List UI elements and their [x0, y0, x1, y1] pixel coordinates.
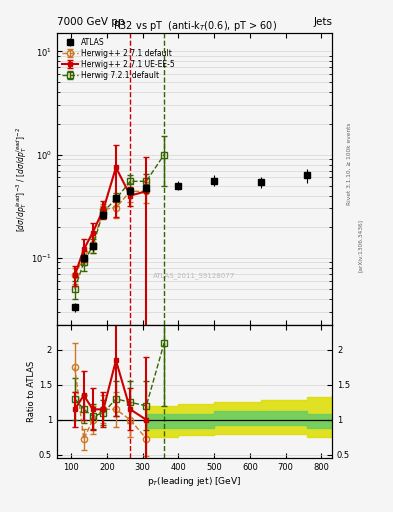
Y-axis label: Ratio to ATLAS: Ratio to ATLAS	[27, 361, 36, 422]
Title: R32 vs pT  (anti-k$_{T}$(0.6), pT > 60): R32 vs pT (anti-k$_{T}$(0.6), pT > 60)	[112, 19, 277, 33]
X-axis label: p$_{T}$(leading jet) [GeV]: p$_{T}$(leading jet) [GeV]	[147, 475, 242, 488]
Text: 7000 GeV pp: 7000 GeV pp	[57, 16, 125, 27]
Y-axis label: $[d\sigma/dp_{T}^{lead}]^{-3}$ / $[d\sigma/dp_{T}^{lead}]^{-2}$: $[d\sigma/dp_{T}^{lead}]^{-3}$ / $[d\sig…	[14, 127, 29, 232]
Text: Jets: Jets	[313, 16, 332, 27]
Text: [arXiv:1306.3436]: [arXiv:1306.3436]	[358, 219, 363, 272]
Text: Rivet 3.1.10, ≥ 100k events: Rivet 3.1.10, ≥ 100k events	[347, 122, 352, 205]
Text: ATLAS_2011_S9128077: ATLAS_2011_S9128077	[153, 272, 236, 279]
Legend: ATLAS, Herwig++ 2.7.1 default, Herwig++ 2.7.1 UE-EE-5, Herwig 7.2.1 default: ATLAS, Herwig++ 2.7.1 default, Herwig++ …	[60, 36, 177, 81]
